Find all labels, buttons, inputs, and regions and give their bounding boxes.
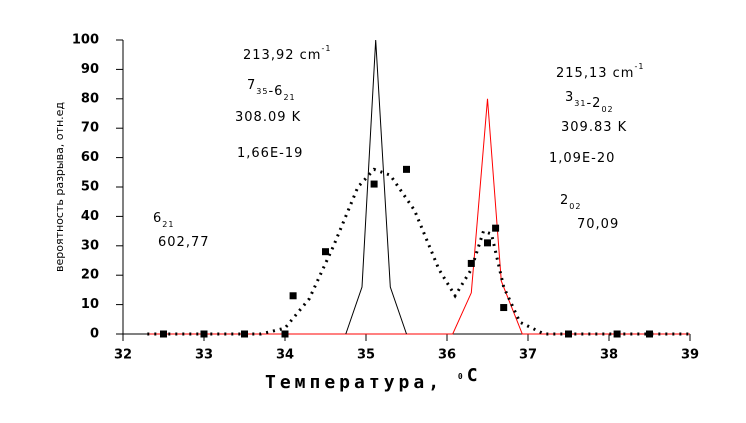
marker bbox=[200, 330, 208, 338]
annotation: 1,66E-19 bbox=[237, 146, 303, 161]
text-part: 602,77 bbox=[158, 235, 210, 250]
y-tick-label: 0 bbox=[90, 327, 99, 342]
annotation: 735-621 bbox=[247, 78, 296, 102]
text-part: 7 bbox=[247, 78, 256, 93]
text-part: 70,09 bbox=[577, 217, 619, 232]
text-part: 1,09E-20 bbox=[549, 151, 615, 166]
x-tick-label: 33 bbox=[195, 348, 213, 363]
text-part: 02 bbox=[569, 202, 581, 211]
text-part: -2 bbox=[586, 96, 601, 111]
text-part: C bbox=[467, 365, 482, 386]
marker bbox=[467, 259, 475, 267]
annotation: 308.09 K bbox=[235, 110, 301, 125]
marker bbox=[160, 330, 167, 338]
marker bbox=[241, 330, 248, 338]
y-tick-label: 20 bbox=[81, 268, 99, 283]
text-part: -1 bbox=[321, 44, 331, 53]
x-tick-label: 36 bbox=[438, 348, 456, 363]
y-tick-label: 50 bbox=[81, 180, 99, 195]
y-tick-label: 80 bbox=[81, 91, 99, 106]
text-part: 21 bbox=[283, 93, 295, 102]
text-part: -1 bbox=[634, 62, 644, 71]
y-tick-label: 70 bbox=[81, 121, 99, 136]
line bbox=[345, 39, 407, 335]
text-part: 309.83 K bbox=[561, 120, 627, 135]
x-tick-label: 35 bbox=[357, 348, 375, 363]
annotation: 602,77 bbox=[158, 235, 210, 250]
marker bbox=[613, 330, 621, 338]
y-tick-label: 10 bbox=[81, 297, 99, 312]
annotation: 215,13 cm-1 bbox=[556, 62, 644, 81]
marker bbox=[403, 165, 410, 173]
y-axis-label: вероятность разрыва, отн.ед bbox=[53, 102, 66, 272]
x-tick-label: 32 bbox=[114, 348, 132, 363]
marker bbox=[492, 224, 500, 232]
annotation: 621 bbox=[153, 211, 174, 229]
text-part: 0 bbox=[458, 372, 467, 381]
annotation: 213,92 cm-1 bbox=[243, 44, 331, 63]
marker bbox=[322, 248, 329, 256]
y-tick-label: 90 bbox=[81, 62, 99, 77]
line bbox=[147, 98, 690, 335]
marker bbox=[289, 292, 297, 300]
marker bbox=[484, 239, 491, 247]
text-part: -6 bbox=[268, 84, 283, 99]
text-part: 308.09 K bbox=[235, 110, 301, 125]
text-part: 21 bbox=[162, 220, 174, 229]
annotation: 309.83 K bbox=[561, 120, 627, 135]
annotation: 1,09E-20 bbox=[549, 151, 615, 166]
text-part: 215,13 cm bbox=[556, 66, 634, 81]
y-tick-label: 30 bbox=[81, 238, 99, 253]
y-tick-label: 100 bbox=[72, 33, 99, 48]
text-part: 31 bbox=[574, 99, 586, 108]
x-tick-label: 38 bbox=[600, 348, 618, 363]
x-tick-label: 34 bbox=[276, 348, 294, 363]
text-part: 213,92 cm bbox=[243, 48, 321, 63]
marker bbox=[500, 304, 508, 312]
text-part: Температура, bbox=[265, 372, 458, 393]
annotation: 202 bbox=[560, 193, 581, 211]
text-part: 1,66E-19 bbox=[237, 146, 303, 161]
text-part: 3 bbox=[565, 90, 574, 105]
text-part: 6 bbox=[153, 211, 162, 226]
marker bbox=[281, 330, 289, 338]
x-axis-label: Температура, 0C bbox=[265, 365, 482, 393]
marker bbox=[646, 330, 653, 338]
text-part: 02 bbox=[601, 105, 613, 114]
x-tick-label: 37 bbox=[519, 348, 537, 363]
annotation: 70,09 bbox=[577, 217, 619, 232]
text-part: 35 bbox=[256, 87, 268, 96]
text-part: 2 bbox=[560, 193, 569, 208]
marker bbox=[370, 180, 378, 188]
marker bbox=[565, 330, 572, 338]
fit-curve bbox=[147, 167, 690, 336]
annotation: 331-202 bbox=[565, 90, 614, 114]
y-tick-label: 40 bbox=[81, 209, 99, 224]
x-tick-label: 39 bbox=[681, 348, 699, 363]
y-tick-label: 60 bbox=[81, 150, 99, 165]
